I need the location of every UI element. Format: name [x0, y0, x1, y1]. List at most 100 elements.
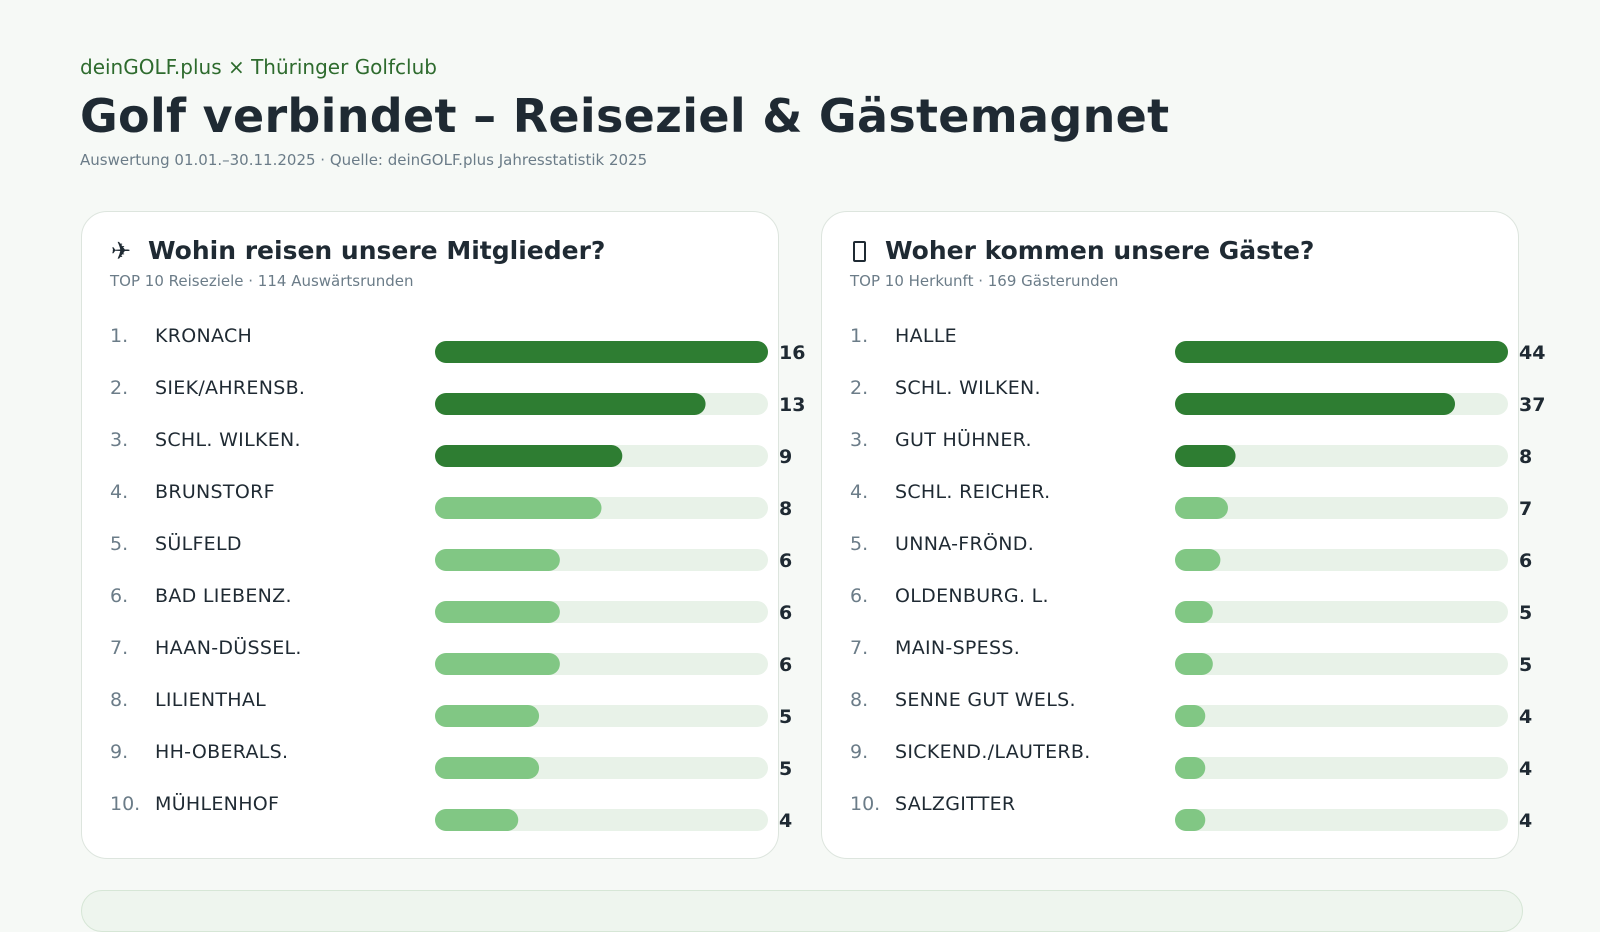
- bar-track: [1175, 809, 1508, 831]
- bar: [1175, 341, 1508, 363]
- bar: [435, 653, 560, 675]
- value-label: 44: [1519, 342, 1545, 364]
- value-label: 6: [779, 602, 792, 624]
- value-label: 4: [1519, 706, 1532, 728]
- guests-title: Woher kommen unsere Gäste?: [885, 236, 1315, 265]
- value-label: 6: [779, 550, 792, 572]
- rank-label: 4.: [850, 481, 868, 503]
- rank-label: 5.: [110, 533, 128, 555]
- category-label: SCHL. WILKEN.: [895, 377, 1041, 399]
- airplane-icon: ✈: [110, 237, 132, 265]
- rank-label: 1.: [110, 325, 128, 347]
- bar-track: [1175, 601, 1508, 623]
- bar: [1175, 653, 1213, 675]
- category-label: UNNA-FRÖND.: [895, 532, 1034, 555]
- value-label: 8: [779, 498, 792, 520]
- destinations-panel-header: ✈ Wohin reisen unsere Mitglieder? TOP 10…: [110, 234, 758, 291]
- category-label: MAIN-SPESS.: [895, 637, 1020, 659]
- rank-label: 6.: [110, 585, 128, 607]
- bar: [435, 757, 540, 779]
- bar: [1175, 445, 1236, 467]
- rank-label: 3.: [110, 429, 128, 451]
- category-label: HH-OBERALS.: [155, 741, 288, 763]
- destinations-title: Wohin reisen unsere Mitglieder?: [148, 236, 606, 265]
- rank-label: 6.: [850, 585, 868, 607]
- value-label: 4: [1519, 810, 1532, 832]
- bar-track: [1175, 497, 1508, 519]
- page-subtitle: Auswertung 01.01.–30.11.2025 · Quelle: d…: [80, 151, 648, 169]
- value-label: 6: [1519, 550, 1532, 572]
- rank-label: 2.: [850, 377, 868, 399]
- rank-label: 10.: [110, 793, 140, 815]
- value-label: 5: [779, 706, 792, 728]
- category-label: SICKEND./LAUTERB.: [895, 741, 1091, 763]
- rank-label: 2.: [110, 377, 128, 399]
- category-label: KRONACH: [155, 325, 252, 347]
- category-label: SALZGITTER: [895, 793, 1015, 815]
- rank-label: 8.: [850, 689, 868, 711]
- value-label: 9: [779, 446, 792, 468]
- bar: [435, 497, 602, 519]
- bar: [1175, 393, 1456, 415]
- bar-track: [435, 809, 768, 831]
- rank-label: 10.: [850, 793, 880, 815]
- bar: [1175, 757, 1206, 779]
- value-label: 37: [1519, 394, 1545, 416]
- rank-label: 9.: [110, 741, 128, 763]
- bar: [435, 393, 706, 415]
- rank-label: 1.: [850, 325, 868, 347]
- category-label: LILIENTHAL: [155, 689, 266, 711]
- rank-label: 5.: [850, 533, 868, 555]
- bar: [435, 549, 560, 571]
- value-label: 16: [779, 342, 805, 364]
- category-label: SÜLFELD: [155, 532, 242, 555]
- value-label: 13: [779, 394, 805, 416]
- destinations-panel: ✈ Wohin reisen unsere Mitglieder? TOP 10…: [81, 211, 805, 859]
- category-label: SENNE GUT WELS.: [895, 689, 1076, 711]
- bar-track: [1175, 705, 1508, 727]
- guests-panel: Woher kommen unsere Gäste? TOP 10 Herkun…: [821, 211, 1545, 859]
- value-label: 7: [1519, 498, 1532, 520]
- bar: [435, 705, 540, 727]
- bar: [435, 809, 519, 831]
- page-title: Golf verbindet – Reiseziel & Gästemagnet: [80, 89, 1170, 143]
- building-icon: [853, 240, 866, 262]
- guests-subtitle: TOP 10 Herkunft · 169 Gästerunden: [850, 272, 1119, 290]
- bar-track: [1175, 549, 1508, 571]
- bar: [1175, 497, 1228, 519]
- rank-label: 7.: [110, 637, 128, 659]
- value-label: 8: [1519, 446, 1532, 468]
- category-label: SCHL. WILKEN.: [155, 429, 301, 451]
- category-label: MÜHLENHOF: [155, 792, 279, 815]
- bar-track: [1175, 653, 1508, 675]
- category-label: SIEK/AHRENSB.: [155, 377, 305, 399]
- bar: [1175, 601, 1213, 623]
- value-label: 4: [1519, 758, 1532, 780]
- value-label: 6: [779, 654, 792, 676]
- rank-label: 7.: [850, 637, 868, 659]
- value-label: 5: [779, 758, 792, 780]
- destinations-subtitle: TOP 10 Reiseziele · 114 Auswärtsrunden: [110, 272, 414, 290]
- value-label: 4: [779, 810, 792, 832]
- category-label: HALLE: [895, 325, 957, 347]
- bar: [1175, 705, 1206, 727]
- bar: [435, 341, 768, 363]
- rank-label: 9.: [850, 741, 868, 763]
- category-label: BAD LIEBENZ.: [155, 585, 292, 607]
- bar: [1175, 809, 1206, 831]
- rank-label: 8.: [110, 689, 128, 711]
- bar-track: [1175, 445, 1508, 467]
- category-label: HAAN-DÜSSEL.: [155, 636, 302, 659]
- category-label: BRUNSTORF: [155, 481, 275, 503]
- value-label: 5: [1519, 654, 1532, 676]
- value-label: 5: [1519, 602, 1532, 624]
- destinations-chart: 1. KRONACH 16 2. SIEK/AHRENSB. 13 3. SCHL. WILK…: [110, 325, 805, 832]
- brand-line: deinGOLF.plus × Thüringer Golfclub: [80, 55, 437, 79]
- category-label: OLDENBURG. L.: [895, 585, 1049, 607]
- bar-track: [1175, 757, 1508, 779]
- guests-panel-header: Woher kommen unsere Gäste? TOP 10 Herkun…: [850, 234, 1498, 291]
- rank-label: 4.: [110, 481, 128, 503]
- bar: [435, 445, 623, 467]
- bar: [1175, 549, 1221, 571]
